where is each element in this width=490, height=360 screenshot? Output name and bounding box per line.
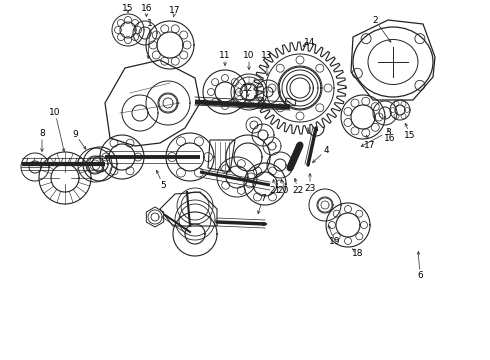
Text: 15: 15 — [404, 131, 416, 140]
Text: 1: 1 — [147, 18, 153, 27]
Text: 17: 17 — [169, 5, 181, 14]
Text: 19: 19 — [329, 238, 341, 247]
Text: 23: 23 — [304, 184, 316, 193]
Text: 3: 3 — [385, 127, 391, 136]
Text: 10: 10 — [49, 108, 61, 117]
Text: 8: 8 — [39, 129, 45, 138]
Text: 7: 7 — [260, 194, 266, 202]
Text: 17: 17 — [364, 140, 376, 149]
Text: 15: 15 — [122, 4, 134, 13]
Text: 16: 16 — [384, 134, 396, 143]
Text: 2: 2 — [372, 15, 378, 24]
Text: 4: 4 — [323, 145, 329, 154]
Text: 5: 5 — [160, 180, 166, 189]
Text: 21: 21 — [270, 185, 281, 194]
Text: 13: 13 — [261, 50, 273, 59]
Text: 14: 14 — [304, 37, 316, 46]
Text: 9: 9 — [72, 130, 78, 139]
Text: 18: 18 — [352, 248, 364, 257]
Text: 16: 16 — [141, 4, 153, 13]
Text: 10: 10 — [243, 50, 255, 59]
Text: 12: 12 — [243, 84, 254, 93]
Text: 6: 6 — [417, 271, 423, 280]
Text: 20: 20 — [277, 185, 289, 194]
Text: 11: 11 — [219, 50, 231, 59]
Text: 22: 22 — [293, 185, 304, 194]
